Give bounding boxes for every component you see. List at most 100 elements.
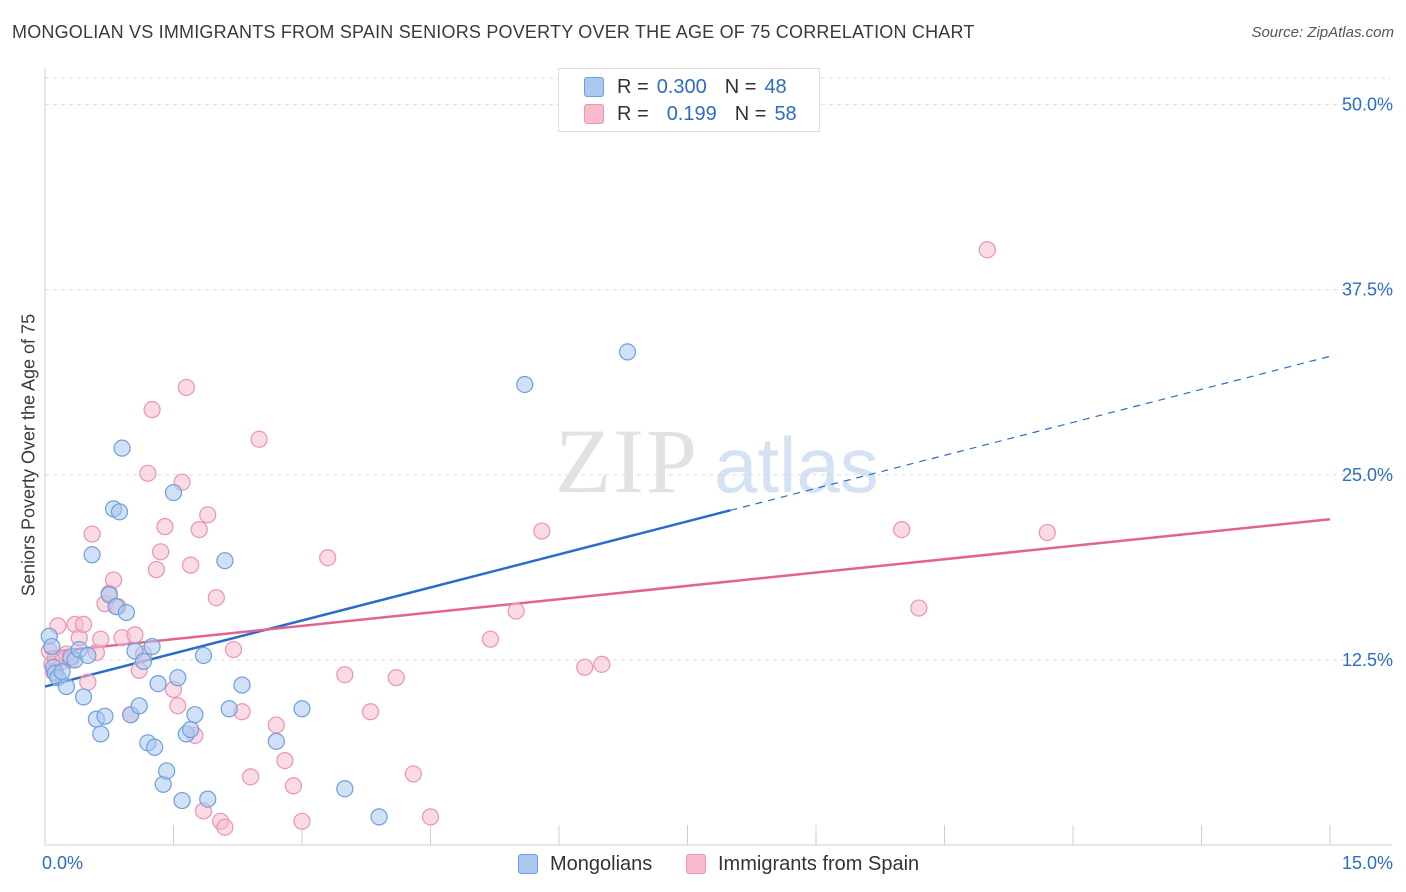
point-spain	[284, 777, 303, 795]
point-mongolians	[57, 677, 76, 696]
grid-lines	[45, 77, 1390, 661]
point-mongolians	[199, 790, 217, 808]
point-spain	[126, 626, 144, 644]
point-mongolians	[143, 637, 161, 656]
point-mongolians	[43, 637, 61, 656]
point-spain	[387, 669, 405, 687]
y-tick-label: 50.0%	[1342, 95, 1393, 115]
y-tick-label: 25.0%	[1342, 465, 1393, 485]
point-spain	[1038, 523, 1056, 542]
legend-n-label: N =	[724, 75, 757, 98]
tick-labels: 12.5% 25.0% 37.5% 50.0% 0.0% 15.0%	[42, 95, 1393, 873]
series-legend-label: Mongolians	[550, 852, 653, 875]
point-spain	[190, 520, 208, 539]
data-points	[40, 241, 1056, 836]
point-spain	[267, 716, 285, 734]
point-mongolians	[267, 732, 285, 750]
point-mongolians	[92, 725, 110, 743]
point-mongolians	[216, 552, 234, 570]
watermark-atlas: atlas	[714, 421, 879, 509]
point-spain	[152, 543, 170, 561]
legend-r-label: R =	[617, 102, 649, 125]
point-spain	[242, 768, 260, 786]
point-spain	[143, 401, 161, 419]
point-mongolians	[194, 646, 213, 665]
point-mongolians	[117, 603, 135, 622]
point-mongolians	[149, 674, 167, 693]
point-spain	[576, 658, 594, 676]
point-mongolians	[233, 676, 251, 694]
legend-row-spain: R = 0.199 N = 58	[584, 102, 797, 126]
point-spain	[250, 430, 268, 448]
point-mongolians	[336, 780, 354, 798]
legend-r-value: 0.199	[666, 102, 717, 125]
point-spain	[216, 818, 234, 836]
source-credit: Source: ZipAtlas.com	[1251, 24, 1394, 41]
point-spain	[533, 522, 551, 540]
point-spain	[404, 765, 422, 783]
point-mongolians	[130, 697, 148, 715]
chart-title: MONGOLIAN VS IMMIGRANTS FROM SPAIN SENIO…	[12, 22, 975, 42]
point-spain	[156, 518, 174, 536]
point-mongolians	[146, 738, 164, 756]
point-spain	[92, 630, 110, 648]
legend-swatch-pink	[686, 854, 706, 874]
point-spain	[74, 615, 93, 633]
series-legend-spain[interactable]: Immigrants from Spain	[686, 852, 919, 876]
point-spain	[293, 812, 311, 830]
legend-n-value: 48	[764, 75, 787, 98]
point-mongolians	[516, 375, 534, 394]
point-spain	[169, 697, 187, 715]
point-mongolians	[74, 688, 93, 706]
trend-line-mongolians	[44, 509, 731, 688]
point-spain	[893, 520, 911, 539]
point-spain	[79, 673, 97, 691]
trend-lines	[44, 355, 1331, 688]
point-mongolians	[173, 791, 191, 810]
legend-swatch-blue	[584, 77, 604, 97]
point-spain	[139, 464, 157, 482]
point-mongolians	[158, 762, 176, 780]
x-tick-label: 0.0%	[42, 853, 83, 873]
legend-n-label: N =	[734, 102, 767, 125]
point-spain	[177, 378, 195, 397]
point-mongolians	[79, 646, 97, 665]
legend-swatch-pink	[584, 104, 604, 124]
point-mongolians	[96, 707, 114, 725]
legend-r-value: 0.300	[656, 75, 707, 98]
point-mongolians	[169, 669, 187, 687]
point-spain	[319, 549, 337, 567]
point-mongolians	[110, 503, 129, 521]
y-tick-label: 37.5%	[1342, 280, 1393, 300]
point-spain	[421, 808, 440, 826]
point-spain	[224, 640, 243, 659]
watermark-zip: ZIP	[555, 410, 699, 512]
point-spain	[361, 703, 380, 721]
y-tick-label: 12.5%	[1342, 650, 1393, 670]
point-spain	[182, 556, 200, 574]
trend-line-spain	[44, 517, 1331, 654]
legend-n-value: 58	[774, 102, 797, 125]
legend-swatch-blue	[518, 854, 538, 874]
point-spain	[910, 599, 928, 617]
point-mongolians	[182, 720, 200, 739]
point-mongolians	[186, 706, 204, 724]
point-spain	[207, 589, 225, 607]
point-spain	[83, 525, 101, 543]
point-spain	[978, 241, 996, 259]
point-mongolians	[53, 663, 71, 681]
series-legend-label: Immigrants from Spain	[718, 852, 920, 875]
point-mongolians	[220, 700, 238, 718]
point-spain	[593, 655, 611, 673]
point-mongolians	[134, 652, 153, 670]
correlation-legend: R = 0.300 N = 48 R = 0.199 N = 58	[558, 68, 820, 132]
point-mongolians	[83, 546, 101, 564]
x-tick-label: 15.0%	[1342, 853, 1393, 873]
point-spain	[199, 506, 217, 524]
point-spain	[336, 666, 354, 684]
point-spain	[507, 602, 525, 620]
point-spain	[104, 571, 123, 589]
point-spain	[481, 630, 500, 648]
series-legend-mongolians[interactable]: Mongolians	[518, 852, 652, 876]
